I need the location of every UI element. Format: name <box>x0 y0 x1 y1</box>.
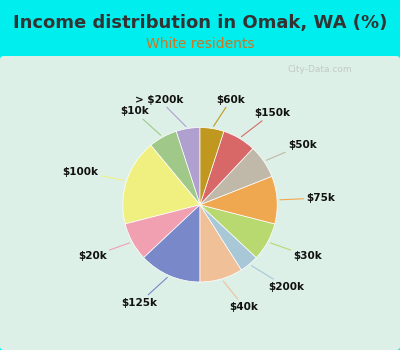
Wedge shape <box>151 131 200 205</box>
Text: $100k: $100k <box>63 167 124 180</box>
Text: $60k: $60k <box>214 94 246 126</box>
Text: $40k: $40k <box>223 281 258 312</box>
Wedge shape <box>125 205 200 258</box>
Text: $75k: $75k <box>280 193 335 203</box>
Text: > $200k: > $200k <box>135 94 186 127</box>
Wedge shape <box>200 176 277 224</box>
Text: $50k: $50k <box>266 140 317 160</box>
Wedge shape <box>123 145 200 224</box>
Text: Income distribution in Omak, WA (%): Income distribution in Omak, WA (%) <box>13 14 387 32</box>
Wedge shape <box>200 127 224 205</box>
Wedge shape <box>144 205 200 282</box>
FancyBboxPatch shape <box>0 56 400 350</box>
Text: $20k: $20k <box>78 243 130 261</box>
Text: City-Data.com: City-Data.com <box>288 65 352 75</box>
Text: $200k: $200k <box>252 266 304 292</box>
Text: $10k: $10k <box>120 106 161 135</box>
Wedge shape <box>200 131 253 205</box>
Wedge shape <box>200 205 256 270</box>
Wedge shape <box>200 205 275 258</box>
Text: $150k: $150k <box>242 108 290 136</box>
Wedge shape <box>200 148 272 205</box>
Text: White residents: White residents <box>146 37 254 51</box>
Wedge shape <box>176 127 200 205</box>
Text: $125k: $125k <box>122 278 167 308</box>
Text: $30k: $30k <box>270 243 322 261</box>
Wedge shape <box>200 205 241 282</box>
